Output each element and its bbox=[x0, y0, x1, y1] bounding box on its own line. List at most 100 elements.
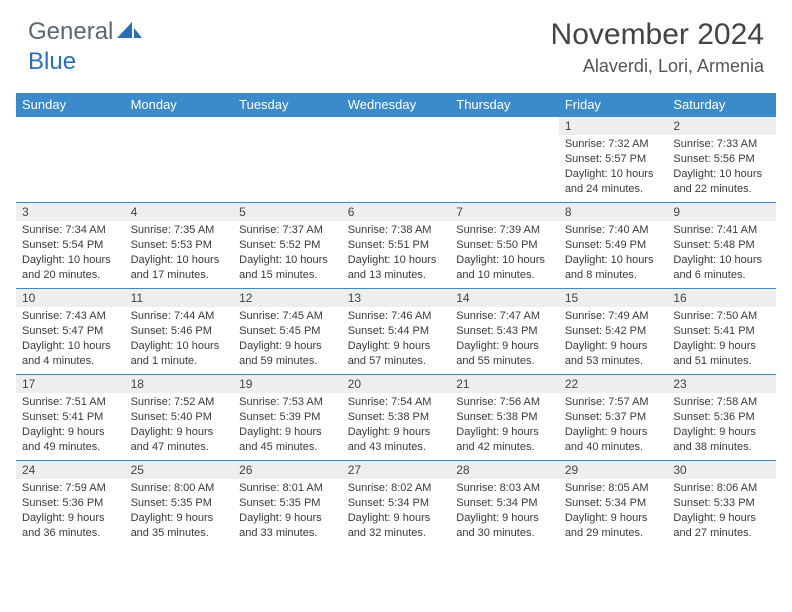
daylight-text: Daylight: 10 hours and 8 minutes. bbox=[565, 253, 662, 283]
day-number: 16 bbox=[667, 289, 776, 307]
calendar-day-cell: 17Sunrise: 7:51 AMSunset: 5:41 PMDayligh… bbox=[16, 375, 125, 461]
sunset-text: Sunset: 5:56 PM bbox=[673, 152, 770, 167]
sunrise-text: Sunrise: 7:32 AM bbox=[565, 137, 662, 152]
calendar-day-cell: 10Sunrise: 7:43 AMSunset: 5:47 PMDayligh… bbox=[16, 289, 125, 375]
weekday-header: Tuesday bbox=[233, 93, 342, 117]
logo-text-blue: Blue bbox=[28, 48, 76, 75]
daylight-text: Daylight: 9 hours and 33 minutes. bbox=[239, 511, 336, 541]
day-content: Sunrise: 7:45 AMSunset: 5:45 PMDaylight:… bbox=[233, 307, 342, 372]
calendar-day-cell: 14Sunrise: 7:47 AMSunset: 5:43 PMDayligh… bbox=[450, 289, 559, 375]
day-number: 2 bbox=[667, 117, 776, 135]
day-content: Sunrise: 8:00 AMSunset: 5:35 PMDaylight:… bbox=[125, 479, 234, 544]
header: General November 2024 Alaverdi, Lori, Ar… bbox=[0, 0, 792, 85]
weekday-header: Saturday bbox=[667, 93, 776, 117]
daylight-text: Daylight: 9 hours and 49 minutes. bbox=[22, 425, 119, 455]
calendar-day-cell: 21Sunrise: 7:56 AMSunset: 5:38 PMDayligh… bbox=[450, 375, 559, 461]
day-content: Sunrise: 8:05 AMSunset: 5:34 PMDaylight:… bbox=[559, 479, 668, 544]
sunrise-text: Sunrise: 8:05 AM bbox=[565, 481, 662, 496]
day-number: 27 bbox=[342, 461, 451, 479]
calendar-day-cell: 8Sunrise: 7:40 AMSunset: 5:49 PMDaylight… bbox=[559, 203, 668, 289]
day-number: 17 bbox=[16, 375, 125, 393]
daylight-text: Daylight: 9 hours and 53 minutes. bbox=[565, 339, 662, 369]
day-content: Sunrise: 7:54 AMSunset: 5:38 PMDaylight:… bbox=[342, 393, 451, 458]
day-number: 12 bbox=[233, 289, 342, 307]
daylight-text: Daylight: 9 hours and 51 minutes. bbox=[673, 339, 770, 369]
day-number: 22 bbox=[559, 375, 668, 393]
day-number: 14 bbox=[450, 289, 559, 307]
day-content: Sunrise: 7:46 AMSunset: 5:44 PMDaylight:… bbox=[342, 307, 451, 372]
day-number: 26 bbox=[233, 461, 342, 479]
day-content: Sunrise: 7:49 AMSunset: 5:42 PMDaylight:… bbox=[559, 307, 668, 372]
calendar-week-row: 24Sunrise: 7:59 AMSunset: 5:36 PMDayligh… bbox=[16, 461, 776, 547]
calendar-day-cell: 9Sunrise: 7:41 AMSunset: 5:48 PMDaylight… bbox=[667, 203, 776, 289]
sunrise-text: Sunrise: 7:35 AM bbox=[131, 223, 228, 238]
day-content: Sunrise: 7:57 AMSunset: 5:37 PMDaylight:… bbox=[559, 393, 668, 458]
day-content: Sunrise: 7:37 AMSunset: 5:52 PMDaylight:… bbox=[233, 221, 342, 286]
sunset-text: Sunset: 5:37 PM bbox=[565, 410, 662, 425]
daylight-text: Daylight: 9 hours and 40 minutes. bbox=[565, 425, 662, 455]
daylight-text: Daylight: 10 hours and 13 minutes. bbox=[348, 253, 445, 283]
sunrise-text: Sunrise: 8:06 AM bbox=[673, 481, 770, 496]
sunset-text: Sunset: 5:34 PM bbox=[565, 496, 662, 511]
sunrise-text: Sunrise: 7:45 AM bbox=[239, 309, 336, 324]
sunset-text: Sunset: 5:51 PM bbox=[348, 238, 445, 253]
day-number: 11 bbox=[125, 289, 234, 307]
day-content: Sunrise: 7:56 AMSunset: 5:38 PMDaylight:… bbox=[450, 393, 559, 458]
sunset-text: Sunset: 5:41 PM bbox=[673, 324, 770, 339]
daylight-text: Daylight: 9 hours and 38 minutes. bbox=[673, 425, 770, 455]
day-content: Sunrise: 7:53 AMSunset: 5:39 PMDaylight:… bbox=[233, 393, 342, 458]
sunrise-text: Sunrise: 7:41 AM bbox=[673, 223, 770, 238]
day-number: 29 bbox=[559, 461, 668, 479]
day-content: Sunrise: 7:43 AMSunset: 5:47 PMDaylight:… bbox=[16, 307, 125, 372]
calendar-day-cell: 22Sunrise: 7:57 AMSunset: 5:37 PMDayligh… bbox=[559, 375, 668, 461]
calendar-empty-cell bbox=[233, 117, 342, 203]
sunset-text: Sunset: 5:49 PM bbox=[565, 238, 662, 253]
sunrise-text: Sunrise: 7:53 AM bbox=[239, 395, 336, 410]
daylight-text: Daylight: 10 hours and 4 minutes. bbox=[22, 339, 119, 369]
sunset-text: Sunset: 5:33 PM bbox=[673, 496, 770, 511]
sunset-text: Sunset: 5:39 PM bbox=[239, 410, 336, 425]
sunset-text: Sunset: 5:42 PM bbox=[565, 324, 662, 339]
sunset-text: Sunset: 5:46 PM bbox=[131, 324, 228, 339]
sunset-text: Sunset: 5:47 PM bbox=[22, 324, 119, 339]
weekday-header: Wednesday bbox=[342, 93, 451, 117]
day-number: 23 bbox=[667, 375, 776, 393]
day-number: 1 bbox=[559, 117, 668, 135]
sunrise-text: Sunrise: 7:47 AM bbox=[456, 309, 553, 324]
calendar-day-cell: 30Sunrise: 8:06 AMSunset: 5:33 PMDayligh… bbox=[667, 461, 776, 547]
sunset-text: Sunset: 5:35 PM bbox=[239, 496, 336, 511]
sunset-text: Sunset: 5:40 PM bbox=[131, 410, 228, 425]
calendar-week-row: 3Sunrise: 7:34 AMSunset: 5:54 PMDaylight… bbox=[16, 203, 776, 289]
sunrise-text: Sunrise: 7:49 AM bbox=[565, 309, 662, 324]
day-number: 24 bbox=[16, 461, 125, 479]
daylight-text: Daylight: 10 hours and 15 minutes. bbox=[239, 253, 336, 283]
sunset-text: Sunset: 5:41 PM bbox=[22, 410, 119, 425]
calendar-day-cell: 25Sunrise: 8:00 AMSunset: 5:35 PMDayligh… bbox=[125, 461, 234, 547]
day-number: 6 bbox=[342, 203, 451, 221]
sunrise-text: Sunrise: 7:38 AM bbox=[348, 223, 445, 238]
calendar-week-row: 17Sunrise: 7:51 AMSunset: 5:41 PMDayligh… bbox=[16, 375, 776, 461]
sunrise-text: Sunrise: 7:52 AM bbox=[131, 395, 228, 410]
sunset-text: Sunset: 5:45 PM bbox=[239, 324, 336, 339]
daylight-text: Daylight: 10 hours and 24 minutes. bbox=[565, 167, 662, 197]
daylight-text: Daylight: 9 hours and 42 minutes. bbox=[456, 425, 553, 455]
day-content: Sunrise: 7:33 AMSunset: 5:56 PMDaylight:… bbox=[667, 135, 776, 200]
sunset-text: Sunset: 5:43 PM bbox=[456, 324, 553, 339]
calendar-table: SundayMondayTuesdayWednesdayThursdayFrid… bbox=[16, 93, 776, 547]
calendar-day-cell: 23Sunrise: 7:58 AMSunset: 5:36 PMDayligh… bbox=[667, 375, 776, 461]
sunrise-text: Sunrise: 7:34 AM bbox=[22, 223, 119, 238]
day-number: 3 bbox=[16, 203, 125, 221]
day-content: Sunrise: 7:40 AMSunset: 5:49 PMDaylight:… bbox=[559, 221, 668, 286]
sunset-text: Sunset: 5:53 PM bbox=[131, 238, 228, 253]
sunset-text: Sunset: 5:38 PM bbox=[348, 410, 445, 425]
calendar-day-cell: 13Sunrise: 7:46 AMSunset: 5:44 PMDayligh… bbox=[342, 289, 451, 375]
calendar-header-row: SundayMondayTuesdayWednesdayThursdayFrid… bbox=[16, 93, 776, 117]
calendar-day-cell: 16Sunrise: 7:50 AMSunset: 5:41 PMDayligh… bbox=[667, 289, 776, 375]
sunrise-text: Sunrise: 7:46 AM bbox=[348, 309, 445, 324]
calendar-day-cell: 7Sunrise: 7:39 AMSunset: 5:50 PMDaylight… bbox=[450, 203, 559, 289]
daylight-text: Daylight: 10 hours and 17 minutes. bbox=[131, 253, 228, 283]
day-number: 8 bbox=[559, 203, 668, 221]
calendar-empty-cell bbox=[16, 117, 125, 203]
sunrise-text: Sunrise: 7:39 AM bbox=[456, 223, 553, 238]
sunrise-text: Sunrise: 8:02 AM bbox=[348, 481, 445, 496]
